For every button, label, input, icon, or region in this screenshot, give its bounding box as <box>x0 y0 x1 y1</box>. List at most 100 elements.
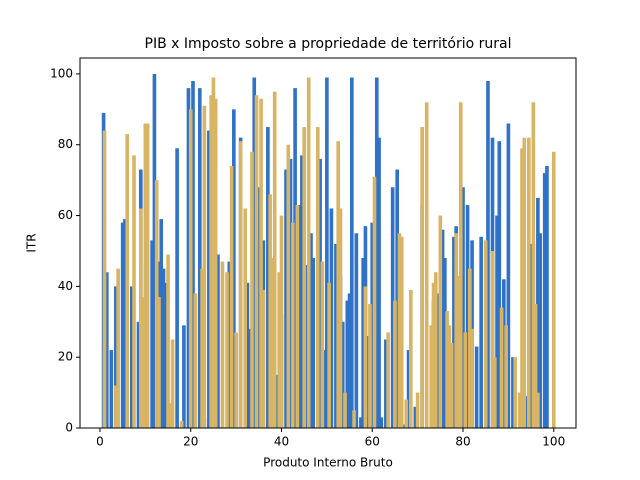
bar <box>361 258 365 428</box>
bar <box>329 208 334 428</box>
bar <box>490 250 495 428</box>
bar <box>211 77 216 428</box>
bar <box>145 123 150 429</box>
bar <box>234 332 238 428</box>
bar <box>372 176 377 428</box>
bar <box>340 321 345 428</box>
bar <box>436 293 440 428</box>
bar <box>545 165 549 429</box>
bar <box>470 328 474 428</box>
bar <box>202 105 207 428</box>
bar <box>141 296 145 428</box>
bar <box>152 73 157 428</box>
bar <box>191 81 195 429</box>
bar <box>368 304 372 428</box>
bar <box>254 95 259 428</box>
bar <box>123 219 127 428</box>
bar <box>499 307 504 428</box>
bar <box>259 98 263 428</box>
bar <box>420 127 424 428</box>
bar <box>409 289 413 428</box>
bar <box>200 268 204 428</box>
bar <box>132 155 136 429</box>
bar <box>536 392 540 428</box>
x-tick-label: 100 <box>542 435 565 449</box>
bar <box>447 325 452 428</box>
bar <box>406 350 411 428</box>
bar <box>272 91 277 429</box>
bar <box>445 311 449 428</box>
bar <box>458 102 463 429</box>
bar <box>320 261 325 428</box>
bar <box>495 215 499 428</box>
bar <box>186 88 191 428</box>
bar <box>154 180 159 428</box>
bar <box>363 286 368 428</box>
bar <box>531 102 536 429</box>
bar <box>520 148 524 428</box>
bar <box>386 332 390 428</box>
bar <box>261 289 266 428</box>
bar <box>302 127 306 428</box>
bar <box>193 293 198 428</box>
bar <box>456 275 461 428</box>
bar <box>277 272 282 428</box>
bar <box>295 204 300 428</box>
bar <box>343 392 347 428</box>
bar <box>232 109 236 428</box>
bar <box>440 229 445 428</box>
y-tick-label: 40 <box>58 279 73 293</box>
bar <box>306 77 311 428</box>
bar <box>120 222 125 428</box>
bar <box>370 222 375 428</box>
bar <box>397 233 402 428</box>
bar <box>431 282 436 428</box>
bar <box>311 258 316 428</box>
bar <box>492 357 497 428</box>
bar <box>345 300 350 428</box>
bar <box>284 169 288 428</box>
bar <box>229 165 234 429</box>
bar <box>350 77 354 428</box>
bar <box>125 134 130 429</box>
bar <box>479 236 483 428</box>
y-tick-label: 100 <box>50 66 73 80</box>
bar <box>188 109 193 428</box>
plot-area: 0 20 40 60 80 100 0 20 40 60 80 100 <box>50 57 577 449</box>
bar <box>213 98 218 428</box>
x-tick-label: 0 <box>96 435 104 449</box>
bar <box>338 208 343 428</box>
bar <box>238 141 243 428</box>
bar <box>300 155 304 429</box>
bar <box>336 141 341 428</box>
bar <box>150 240 154 428</box>
bar <box>438 215 443 428</box>
bar <box>393 300 397 428</box>
bar <box>216 254 220 428</box>
bar <box>347 293 352 428</box>
bar <box>463 332 468 428</box>
bar <box>404 399 409 428</box>
bar <box>138 208 143 428</box>
bar <box>352 410 356 428</box>
bar <box>256 187 261 428</box>
bar <box>114 385 118 428</box>
bar <box>513 357 518 428</box>
bar <box>143 123 148 429</box>
bar <box>245 282 250 428</box>
bar <box>483 240 488 428</box>
y-axis-label: ITR <box>25 233 39 252</box>
bar <box>159 219 164 428</box>
bar <box>522 137 527 428</box>
bar <box>497 141 502 428</box>
bar <box>227 261 232 428</box>
bar <box>443 258 447 428</box>
bar <box>318 158 322 428</box>
bar <box>266 127 270 428</box>
bar <box>182 325 186 428</box>
bar <box>504 325 508 428</box>
bar <box>315 127 320 428</box>
bar <box>395 169 400 428</box>
bar <box>506 123 511 429</box>
bar <box>286 144 291 429</box>
